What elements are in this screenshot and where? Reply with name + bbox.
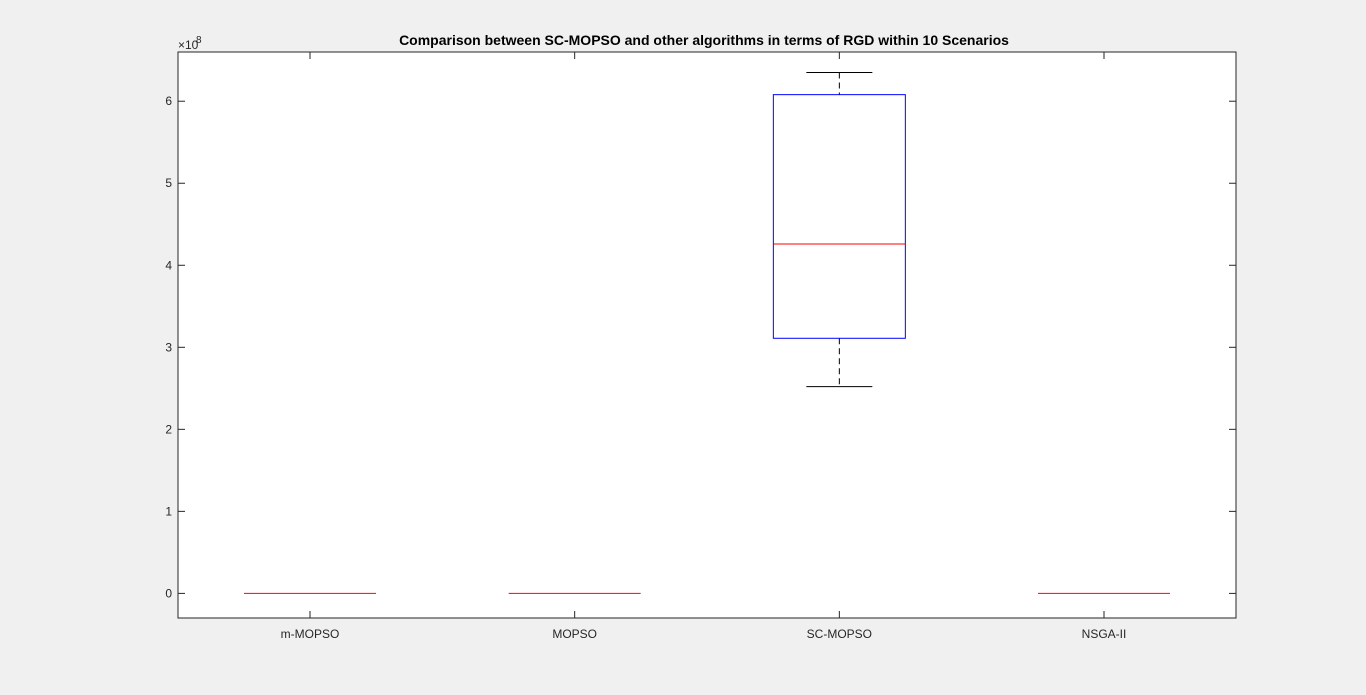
- y-tick-label: 0: [165, 586, 172, 600]
- box-body: [772, 94, 906, 339]
- x-tick-label: m-MOPSO: [281, 627, 340, 641]
- y-exponent-power: 8: [196, 35, 202, 46]
- y-tick-label: 3: [165, 340, 172, 354]
- y-tick-label: 1: [165, 504, 172, 518]
- x-tick-label: SC-MOPSO: [807, 627, 872, 641]
- x-tick-label: MOPSO: [552, 627, 597, 641]
- x-axis: m-MOPSO MOPSO SC-MOPSO NSGA-II: [281, 52, 1127, 641]
- y-exponent-base: ×10: [178, 38, 199, 52]
- y-axis: 0 1 2 3 4 5 6: [165, 94, 1236, 600]
- y-tick-label: 2: [165, 422, 172, 436]
- boxplot-series: [244, 72, 1171, 594]
- y-tick-label: 4: [165, 258, 172, 272]
- y-tick-label: 6: [165, 94, 172, 108]
- x-tick-label: NSGA-II: [1082, 627, 1127, 641]
- y-tick-label: 5: [165, 176, 172, 190]
- box-sc-mopso: [772, 72, 906, 388]
- plot-area: [177, 51, 1237, 619]
- chart-title: Comparison between SC-MOPSO and other al…: [399, 32, 1009, 48]
